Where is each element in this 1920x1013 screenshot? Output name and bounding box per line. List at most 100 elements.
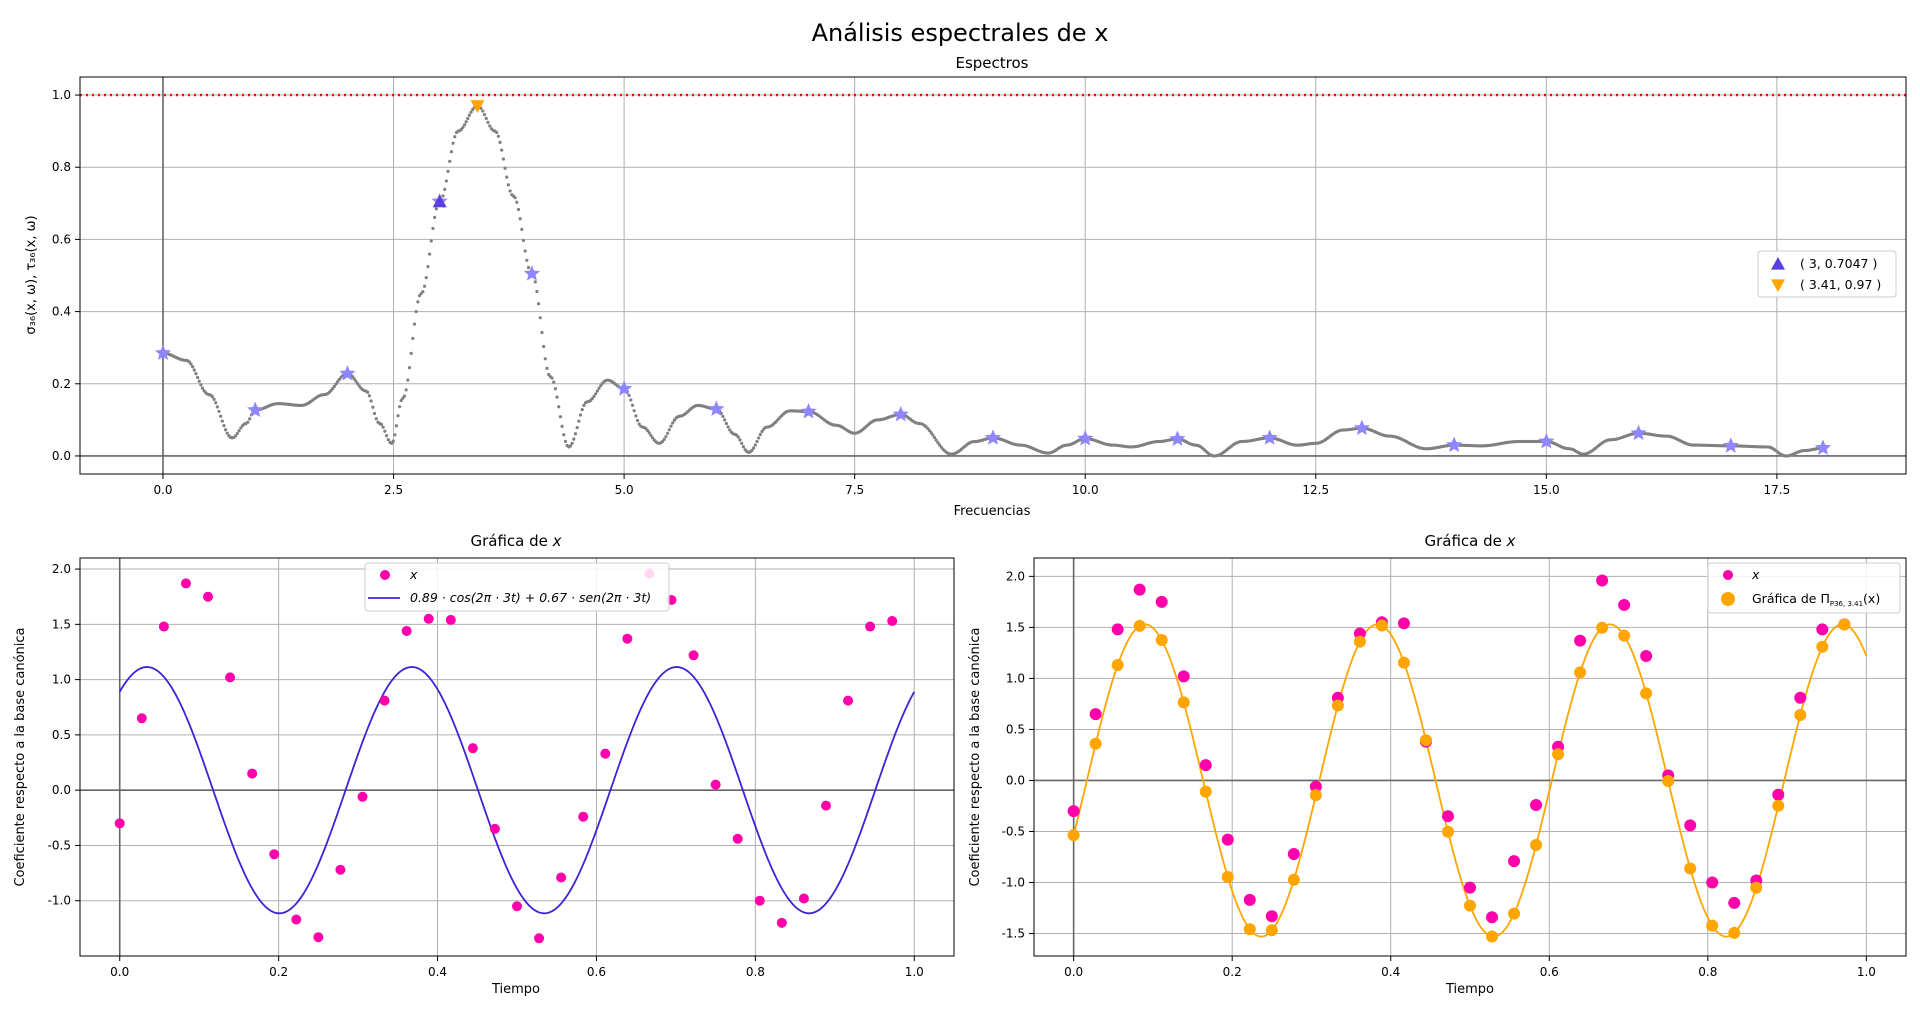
spectrum-point (526, 265, 531, 270)
projection-point (1728, 926, 1741, 939)
spectrum-point (558, 415, 562, 419)
spectrum-legend: ( 3, 0.7047 ) ( 3.41, 0.97 ) (1757, 250, 1897, 298)
spectrum-point (671, 421, 675, 425)
legend-label: x (409, 567, 418, 582)
spectrum-point (210, 395, 215, 399)
spectrum-point (755, 439, 759, 444)
spectrum-point (525, 258, 529, 262)
x-tick-label: 5.0 (615, 483, 634, 497)
spectrum-point (222, 424, 226, 428)
y-tick-label: 1.0 (52, 673, 71, 687)
signal-point (1243, 893, 1256, 906)
spectrum-point (189, 362, 193, 366)
spectrum-point (666, 431, 670, 435)
spectrum-point (515, 200, 519, 204)
projection-title: Gráfica de x (1424, 532, 1515, 550)
spectrum-point (407, 366, 412, 370)
spectrum-point (386, 437, 390, 442)
spectrum-point (672, 418, 676, 422)
spectrum-point (550, 376, 554, 380)
spectrum-point (411, 336, 415, 341)
x-tick-label: 0.4 (428, 965, 447, 979)
signal-point (1574, 634, 1587, 647)
x-tick-label: 1.0 (1857, 965, 1876, 979)
spectrum-point (383, 429, 387, 433)
spectrum-point (215, 405, 219, 409)
spectrum-point (932, 435, 937, 440)
projection-point (1331, 699, 1344, 712)
spectrum-point (237, 429, 241, 433)
spectrum-point (582, 403, 586, 407)
y-tick-label: -0.5 (1002, 824, 1025, 838)
signal-point (1640, 649, 1653, 662)
signal-point (1618, 598, 1631, 611)
projection-point (1089, 737, 1102, 750)
signal-point (1728, 896, 1741, 909)
spectrum-point (536, 302, 541, 306)
signal-point (225, 672, 236, 683)
projection-point (1552, 748, 1565, 761)
spectrum-point (369, 399, 373, 403)
spectrum-point (724, 421, 728, 426)
projection-point (1309, 789, 1322, 802)
projection-point (1618, 629, 1631, 642)
signal-point (1133, 583, 1146, 596)
projection-ticks: 0.0 0.2 0.4 0.6 0.8 1.0 -1.5 -1.0 -0.5 0.0 0.5 1.0 1… (1002, 569, 1876, 979)
y-tick-label: 0.0 (52, 449, 71, 463)
spectrum-point (563, 439, 568, 443)
signal-point (512, 901, 522, 912)
legend-label: ( 3, 0.7047 ) (1800, 256, 1877, 271)
signal-point (556, 872, 567, 883)
x-tick-label: 0.2 (269, 965, 288, 979)
spectrum-point (938, 443, 942, 447)
projection-point (1155, 634, 1168, 647)
x-tick-label: 2.5 (384, 483, 403, 497)
signal-point (1089, 708, 1102, 721)
spectrum-point (728, 428, 732, 432)
signal-point (136, 713, 147, 724)
spectrum-point (355, 381, 360, 386)
star-marker (154, 344, 172, 360)
spectrum-point (444, 179, 448, 183)
x-tick-label: 1.0 (905, 965, 924, 979)
signal-point (798, 893, 809, 904)
spectrum-point (414, 310, 418, 314)
signal-point (600, 748, 611, 759)
signal-point (335, 864, 346, 875)
spectrum-point (448, 159, 452, 163)
x-tick-label: 0.2 (1223, 965, 1242, 979)
legend-label: Gráfica de ΠP36, 3.41(x) (1752, 591, 1880, 608)
spectrum-point (521, 238, 526, 243)
signal-point (158, 621, 169, 632)
spectrum-point (577, 419, 581, 423)
star-marker (800, 403, 817, 419)
spectrum-point (399, 398, 403, 403)
spectrum-point (752, 446, 756, 450)
spectrum-point (595, 389, 599, 393)
signal-point (401, 625, 412, 636)
projection-xlabel: Tiempo (1445, 982, 1494, 997)
signal-point (754, 895, 765, 906)
signal-point (247, 768, 258, 779)
signal-fit-ylabel: Coeficiente respecto a la base canónica (13, 627, 28, 886)
spectrum-point (416, 300, 420, 304)
spectrum-point (191, 365, 195, 369)
signal-point (203, 591, 214, 602)
y-tick-label: -1.0 (48, 894, 71, 908)
spectrum-point (367, 394, 371, 398)
spectrum-point (543, 357, 547, 361)
signal-fit-legend: x 0.89 · cos(2π · 3t) + 0.67 · sen(2π · 3… (364, 562, 670, 612)
signal-point (534, 933, 545, 944)
spectrum-point (660, 439, 665, 444)
star-marker (1538, 433, 1555, 449)
y-tick-label: 0.4 (52, 305, 71, 319)
spectrum-point (396, 414, 400, 418)
projection-ylabel: Coeficiente respecto a la base canónica (968, 627, 983, 886)
projection-point (1508, 907, 1521, 920)
projection-grid (1034, 558, 1906, 956)
spectrum-point (332, 384, 336, 389)
spectrum-point (635, 418, 640, 423)
spectrum-point (500, 148, 504, 152)
spectrum-point (647, 431, 651, 435)
spectrum-point (552, 380, 556, 384)
